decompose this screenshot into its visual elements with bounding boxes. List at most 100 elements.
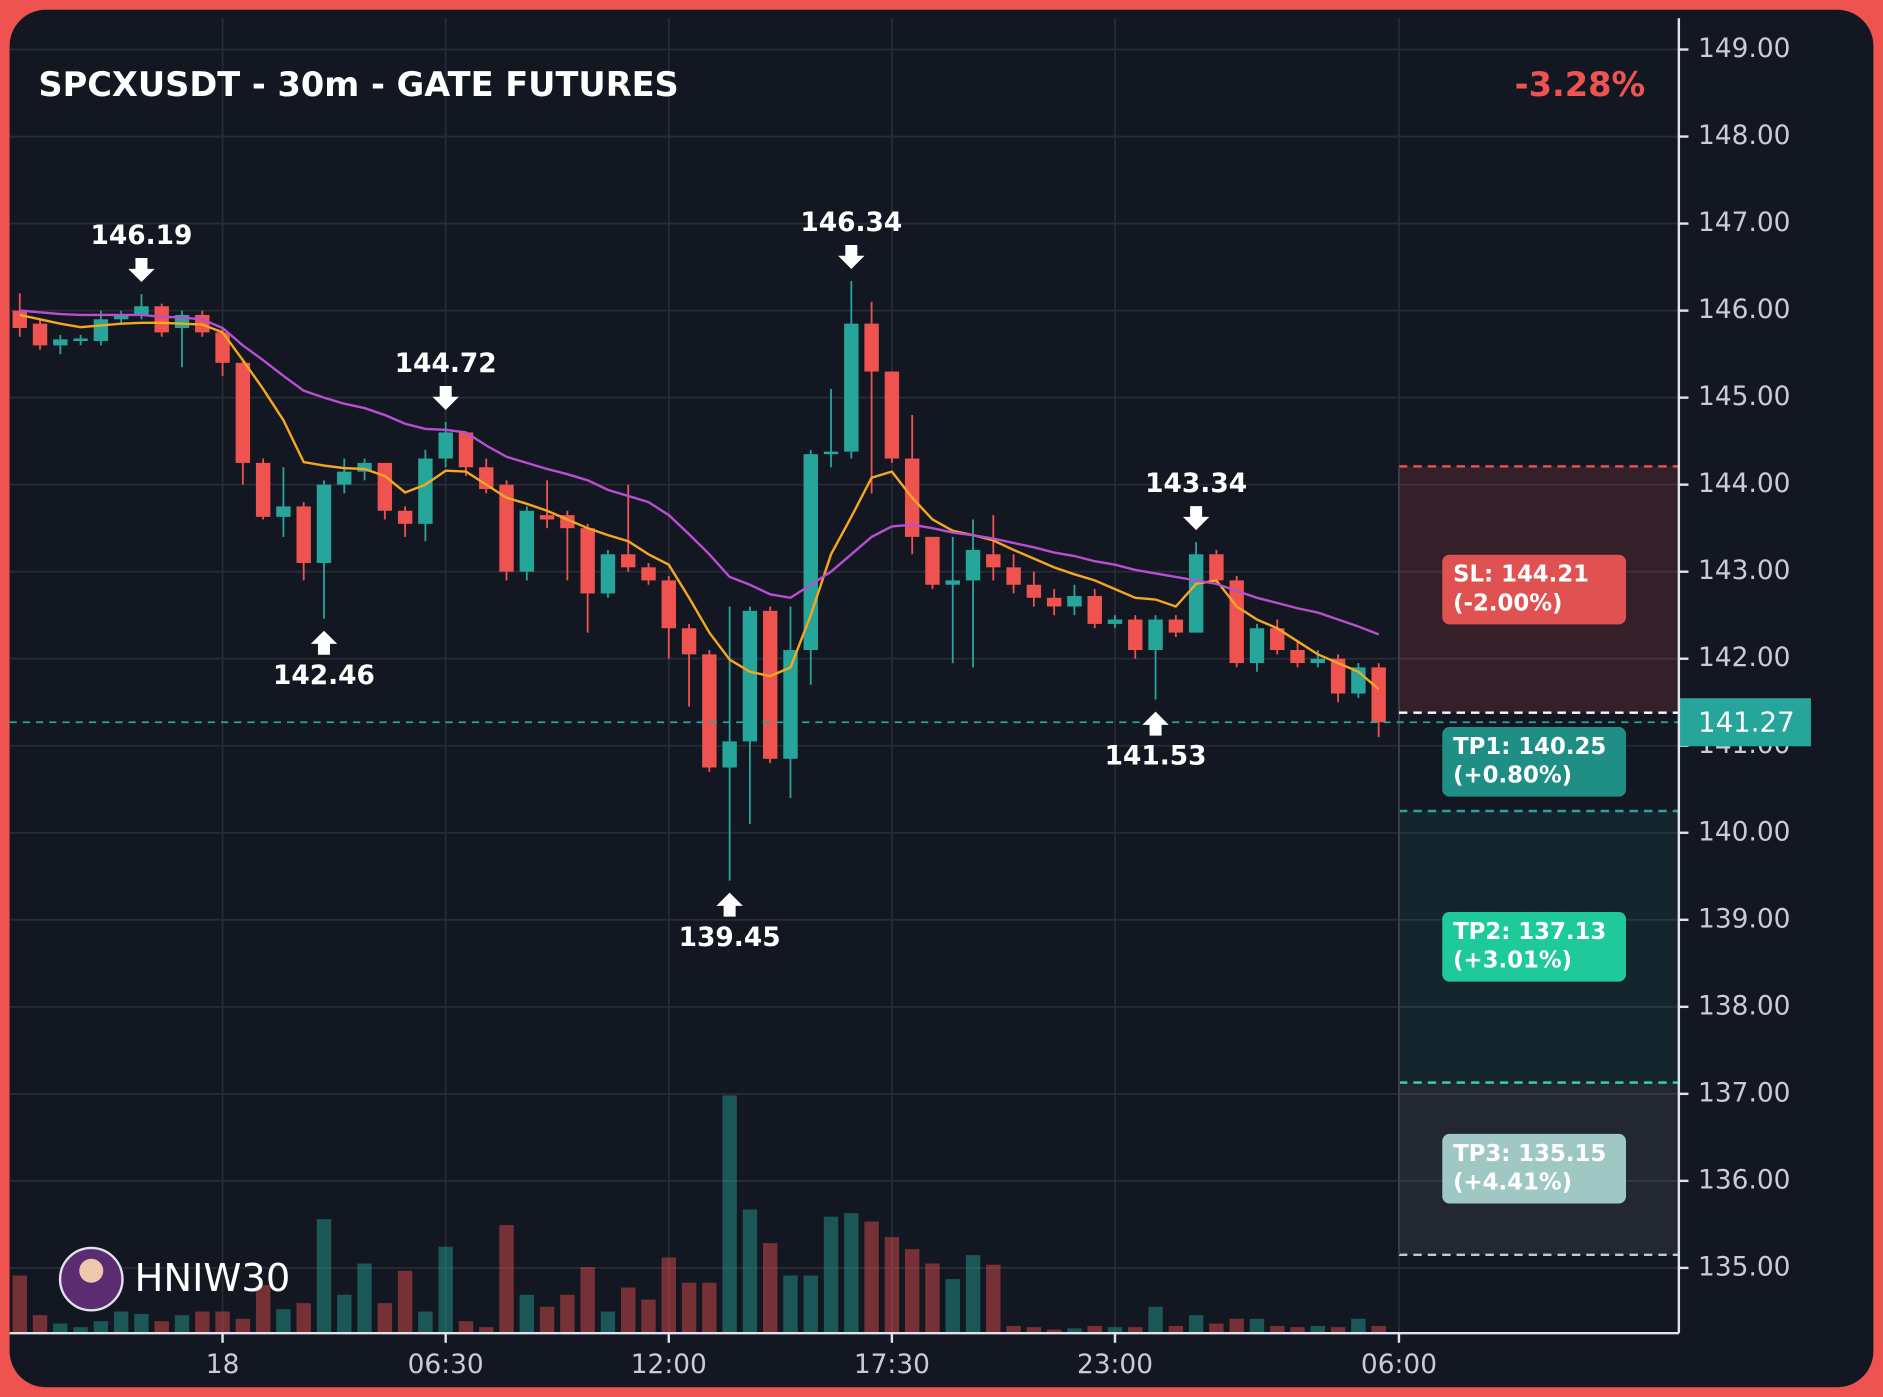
candle-body [357, 462, 372, 472]
candle-body [722, 741, 737, 768]
volume-bar [580, 1267, 595, 1334]
candle-body [1168, 619, 1184, 633]
volume-bar [377, 1303, 393, 1334]
volume-bar [1026, 1327, 1042, 1334]
candle-body [276, 506, 291, 517]
y-tick-label: 143.00 [1698, 555, 1790, 586]
volume-bar [235, 1318, 251, 1334]
candle-body [1067, 596, 1082, 607]
candle-body [539, 515, 555, 520]
volume [12, 1095, 1386, 1334]
volume-bar [641, 1299, 656, 1334]
candle-body [32, 323, 48, 346]
y-tick-label: 148.00 [1698, 120, 1790, 151]
volume-bar [154, 1321, 169, 1334]
volume-bar [479, 1327, 494, 1334]
candle-body [113, 314, 129, 320]
panel [9, 9, 1874, 1388]
y-tick-label: 135.00 [1698, 1251, 1790, 1282]
volume-bar [702, 1282, 717, 1334]
x-tick-label: 06:30 [408, 1349, 484, 1380]
low-label: 141.53 [1105, 741, 1207, 772]
volume-bar [1148, 1306, 1163, 1334]
candle-body [1107, 619, 1123, 624]
candle-body [1290, 650, 1305, 664]
volume-bar [722, 1095, 737, 1334]
grid [9, 18, 1679, 1334]
low-arrow [716, 892, 743, 917]
high-label: 146.19 [90, 220, 192, 251]
level-label: TP2: 137.13 [1453, 919, 1606, 945]
volume-bar [93, 1321, 109, 1334]
volume-bar [53, 1323, 68, 1334]
volume-bar [1351, 1318, 1366, 1334]
volume-bar [1270, 1325, 1285, 1334]
candle-body [154, 306, 169, 333]
avatar-face [79, 1258, 104, 1283]
volume-bar [418, 1311, 433, 1334]
y-tick-label: 140.00 [1698, 816, 1790, 847]
volume-bar [519, 1294, 535, 1334]
y-tick-label: 145.00 [1698, 381, 1790, 412]
volume-bar [783, 1275, 798, 1334]
candles [9, 281, 1679, 881]
level-change: (+0.80%) [1453, 763, 1572, 789]
candle-body [316, 484, 332, 563]
volume-bar [742, 1209, 758, 1334]
volume-bar [1371, 1325, 1386, 1334]
candle-body [93, 319, 109, 342]
volume-bar [134, 1313, 149, 1334]
volume-bar [215, 1311, 230, 1334]
volume-bar [762, 1243, 778, 1334]
volume-bar [965, 1255, 981, 1334]
volume-bar [1128, 1327, 1143, 1334]
candle-body [783, 650, 798, 759]
volume-bar [945, 1279, 960, 1334]
volume-bar [12, 1275, 27, 1334]
volume-bar [600, 1311, 616, 1334]
y-tick-label: 138.00 [1698, 990, 1790, 1021]
candle-body [73, 338, 88, 342]
candle-body [1310, 658, 1326, 664]
x-tick-label: 06:00 [1361, 1349, 1437, 1380]
y-tick-label: 136.00 [1698, 1164, 1790, 1195]
y-tick-label: 149.00 [1698, 33, 1790, 64]
last-price-badge [1678, 698, 1811, 747]
candle-body [438, 432, 453, 459]
volume-bar [458, 1321, 474, 1334]
y-tick-label: 146.00 [1698, 294, 1790, 325]
candle-body [519, 510, 535, 572]
candle-body [803, 454, 818, 651]
volume-bar [681, 1282, 697, 1334]
candle-body [945, 580, 960, 585]
high-arrow [838, 244, 865, 270]
volume-bar [337, 1294, 352, 1334]
volume-bar [904, 1249, 920, 1334]
volume-bar [661, 1257, 676, 1334]
candle-body [337, 471, 352, 485]
level-box [1442, 1133, 1627, 1204]
candle-body [1046, 597, 1062, 607]
candle-body [1209, 554, 1224, 581]
candle-body [1148, 619, 1163, 651]
volume-bar [255, 1285, 271, 1334]
candle-body [965, 549, 981, 581]
change: -3.28% [1515, 65, 1646, 104]
volume-bar [113, 1311, 129, 1334]
candle-body [823, 451, 839, 455]
high-arrow [1182, 506, 1210, 531]
y-tick-label: 137.00 [1698, 1077, 1790, 1108]
level-box [1442, 911, 1627, 982]
volume-bar [884, 1237, 900, 1334]
candle-body [844, 323, 859, 452]
volume-bar [1249, 1318, 1265, 1334]
volume-bar [1168, 1325, 1184, 1334]
y-tick-label: 139.00 [1698, 903, 1790, 934]
x-tick-label: 23:00 [1077, 1349, 1153, 1380]
high-label: 143.34 [1145, 468, 1247, 499]
level-change: (+4.41%) [1453, 1170, 1572, 1196]
volume-bar [357, 1263, 372, 1334]
volume-bar [1107, 1327, 1123, 1334]
level-box [1442, 727, 1627, 797]
last-price-label: 141.27 [1698, 705, 1795, 738]
